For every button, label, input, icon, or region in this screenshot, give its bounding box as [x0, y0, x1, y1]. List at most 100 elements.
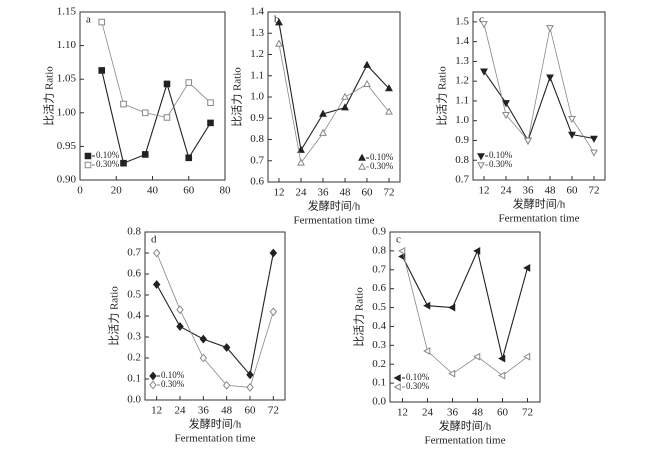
data-point	[363, 79, 371, 87]
data-point	[524, 137, 532, 145]
panel: 0.7 0.8 0.9 1.0 1.1 1.2 1.3 1.4 1.5 12 24 36 48 60 72 c…	[436, 11, 606, 225]
series-line	[278, 22, 390, 152]
data-point	[319, 109, 327, 117]
data-point	[546, 74, 554, 82]
panel-label: d	[151, 234, 157, 246]
panel-label: c	[396, 234, 401, 246]
y-tick-label: 0.6	[250, 176, 264, 188]
legend-label: 0.30%	[489, 159, 513, 169]
y-tick-label: 0.1	[372, 377, 386, 389]
data-point	[423, 301, 431, 310]
x-tick-label: 48	[472, 407, 484, 419]
x-tick-label: 72	[384, 187, 395, 199]
data-point	[185, 79, 193, 86]
series-line	[483, 70, 595, 142]
data-point	[523, 263, 531, 272]
y-tick-label: 0.4	[127, 310, 141, 322]
y-tick-label: 1.4	[455, 35, 469, 47]
x-axis-label: Fermentation time	[499, 213, 580, 225]
legend-marker	[84, 161, 92, 169]
panel: 0.90 0.95 1.00 1.05 1.10 1.15 0 20 40 60 80 a 比活力 Ra…	[43, 6, 231, 197]
y-tick-label: 0.5	[127, 289, 141, 301]
data-point	[185, 154, 193, 162]
x-tick-label: 12	[397, 407, 408, 419]
data-point	[502, 100, 510, 108]
series-line	[402, 250, 528, 377]
legend-label: 0.10%	[370, 152, 394, 162]
y-tick-label: 1.05	[57, 73, 77, 85]
x-tick-label: 36	[523, 185, 535, 197]
x-axis-label: Fermentation time	[294, 215, 375, 227]
x-tick-label: 36	[318, 187, 330, 199]
data-point	[176, 322, 184, 331]
data-point	[222, 343, 231, 352]
data-point	[120, 159, 127, 167]
y-tick-label: 0.2	[127, 352, 141, 364]
y-tick-label: 0.1	[127, 373, 141, 385]
x-tick-label: 72	[522, 407, 533, 419]
data-point	[480, 68, 488, 76]
x-tick-label: 12	[151, 405, 162, 417]
y-axis-label: 比活力 Ratio	[108, 286, 121, 346]
plot-frame	[472, 11, 606, 181]
x-tick-label: 60	[567, 185, 579, 197]
data-point	[176, 305, 184, 315]
data-point	[141, 109, 149, 117]
y-tick-label: 1.4	[250, 6, 264, 18]
y-tick-label: 1.0	[250, 91, 264, 103]
data-point	[423, 347, 431, 355]
data-point	[341, 92, 349, 100]
series-line	[483, 23, 595, 153]
data-point	[448, 303, 456, 312]
panel-label: c	[479, 14, 484, 26]
plot-frame	[389, 231, 541, 403]
panel: 0.0 0.1 0.2 0.3 0.4 0.5 0.6 0.7 0.8 0.9 12 24 36 48 60…	[353, 226, 541, 447]
x-tick-label: 36	[447, 407, 459, 419]
panel: 0.0 0.1 0.2 0.3 0.4 0.5 0.6 0.7 0.8 12 24 36 48 60 72 d…	[108, 226, 286, 445]
legend-marker	[477, 153, 485, 161]
legend-label: 0.30%	[96, 159, 120, 169]
y-tick-label: 1.5	[455, 15, 469, 27]
data-point	[523, 352, 531, 361]
data-point	[98, 67, 106, 74]
data-point	[207, 99, 214, 107]
y-tick-label: 1.1	[250, 69, 264, 81]
data-point	[275, 18, 283, 26]
x-axis-label: 发酵时间/h	[189, 417, 242, 431]
legend-label: 0.10%	[489, 150, 513, 160]
legend-label: 0.10%	[406, 372, 430, 382]
legend-marker	[393, 374, 401, 382]
legend-label: 0.10%	[96, 150, 120, 160]
data-point	[269, 307, 278, 317]
x-tick-label: 12	[274, 187, 285, 199]
panel-label: b	[274, 14, 280, 26]
data-point	[448, 369, 456, 378]
y-tick-label: 0.0	[127, 394, 141, 406]
data-point	[480, 21, 488, 29]
data-point	[385, 84, 393, 92]
data-point	[141, 151, 149, 158]
data-point	[398, 246, 406, 255]
y-tick-label: 1.3	[250, 27, 264, 39]
y-tick-label: 0.9	[372, 226, 386, 238]
y-tick-label: 0.90	[57, 174, 77, 186]
y-tick-label: 1.1	[455, 94, 469, 106]
x-axis-label: 发酵时间/h	[439, 419, 492, 433]
y-tick-label: 0.7	[455, 174, 469, 186]
legend-marker	[358, 162, 366, 170]
legend-label: 0.30%	[161, 379, 185, 389]
y-tick-label: 1.3	[455, 55, 469, 67]
series-line	[101, 21, 211, 118]
data-point	[363, 60, 371, 68]
data-point	[568, 131, 576, 139]
legend-marker	[393, 383, 401, 391]
y-tick-label: 0.8	[372, 244, 386, 256]
y-tick-label: 0.7	[250, 154, 264, 166]
y-axis-label: 比活力 Ratio	[231, 67, 244, 127]
y-axis-label: 比活力 Ratio	[43, 66, 56, 126]
y-axis-label: 比活力 Ratio	[353, 287, 366, 347]
legend-label: 0.10%	[161, 370, 185, 380]
data-point	[246, 370, 254, 380]
